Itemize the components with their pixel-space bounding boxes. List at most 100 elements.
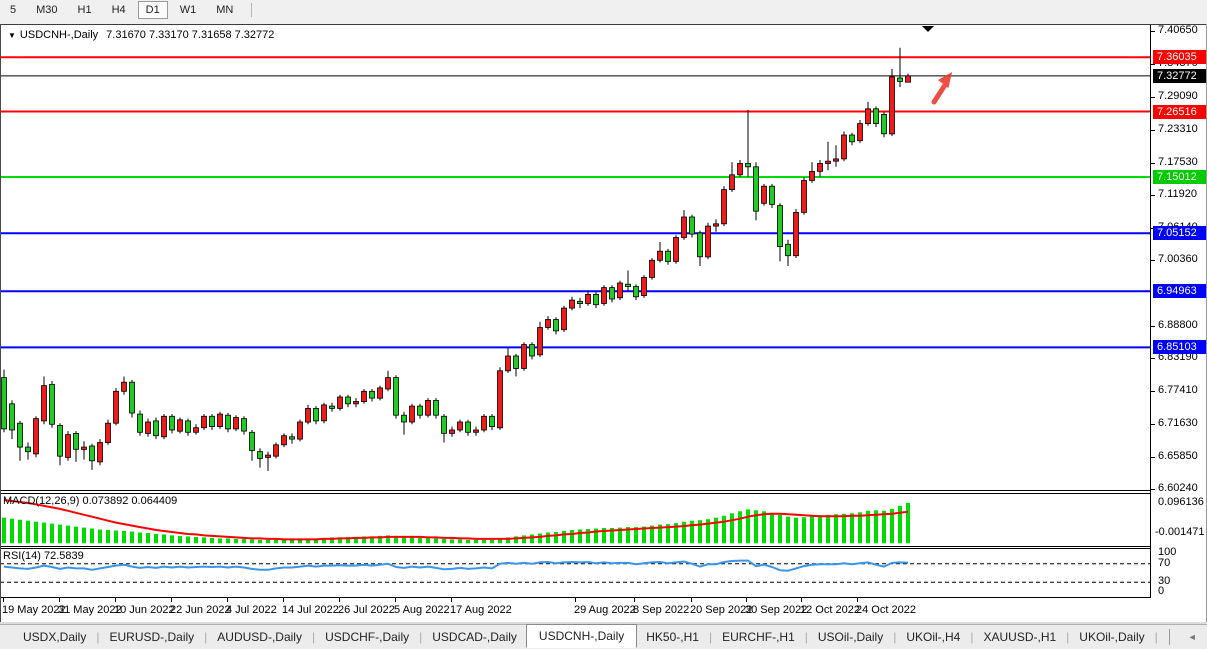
- date-tick: [575, 598, 576, 602]
- price-tick-label: 6.65850: [1158, 450, 1198, 462]
- date-label: 29 Aug 2022: [574, 604, 636, 616]
- price-tick-label: 7.17530: [1158, 156, 1198, 168]
- chart-tab-usoil-daily[interactable]: USOil-,Daily: [817, 630, 884, 644]
- price-level-badge: 6.85103: [1153, 340, 1206, 354]
- tab-scroll-left-button[interactable]: ◄: [1187, 632, 1197, 642]
- date-tick: [746, 598, 747, 602]
- timeframe-button-m30[interactable]: M30: [36, 4, 58, 16]
- date-label: 22 Jun 2022: [170, 604, 231, 616]
- date-tick: [59, 598, 60, 602]
- timeframe-toolbar: 5 M30 H1 H4 D1 W1 MN: [0, 0, 1207, 20]
- rsi-scale-label: 100: [1158, 546, 1177, 558]
- chart-tab-hk50-h1[interactable]: HK50-,H1: [646, 630, 699, 644]
- chart-tab-usdcad-daily[interactable]: USDCAD-,Daily: [432, 630, 517, 644]
- chart-symbol-label: USDCNH-,Daily: [19, 29, 99, 41]
- pane-splitter[interactable]: [0, 490, 1207, 494]
- rsi-label: RSI(14) 72.5839: [3, 550, 84, 562]
- timeframe-button-d1[interactable]: D1: [137, 1, 168, 19]
- price-level-badge: 7.05152: [1153, 226, 1206, 240]
- timeframe-button-h1[interactable]: H1: [77, 4, 92, 16]
- tab-separator: |: [1154, 630, 1158, 644]
- date-tick: [691, 598, 692, 602]
- timeframe-button-5[interactable]: 5: [10, 4, 17, 16]
- date-label: 31 May 2022: [58, 604, 122, 616]
- timeframe-button-h4[interactable]: H4: [111, 4, 126, 16]
- chart-tab-ukoil-h4[interactable]: UKOil-,H4: [906, 630, 961, 644]
- price-tick: [1151, 163, 1155, 164]
- chart-tab-usdx-daily[interactable]: USDX,Daily: [23, 630, 87, 644]
- price-tick-label: 7.29090: [1158, 90, 1198, 102]
- price-tick: [1151, 195, 1155, 196]
- price-scale[interactable]: 7.406507.348707.290907.233107.175307.119…: [1150, 24, 1207, 598]
- date-label: 12 Oct 2022: [800, 604, 860, 616]
- date-tick: [3, 598, 4, 602]
- price-tick-label: 6.60240: [1158, 482, 1198, 494]
- price-tick: [1151, 97, 1155, 98]
- rsi-indicator: [0, 559, 1150, 583]
- chart-tab-ukoil-daily[interactable]: UKOil-,Daily: [1079, 630, 1145, 644]
- date-tick: [634, 598, 635, 602]
- price-tick-label: 6.71630: [1158, 417, 1198, 429]
- price-tick-label: 7.11920: [1158, 188, 1197, 200]
- price-level-badge: 7.32772: [1153, 69, 1206, 83]
- chart-tab-audusd-daily[interactable]: AUDUSD-,Daily: [217, 630, 302, 644]
- date-label: 10 Jun 2022: [114, 604, 175, 616]
- rsi-scale-label: 70: [1158, 557, 1171, 569]
- price-tick-label: 7.23310: [1158, 123, 1198, 135]
- window-border-left: [0, 24, 1, 622]
- candlestick-chart: [0, 26, 1150, 471]
- toolbar-separator: [251, 3, 253, 17]
- timeframe-button-mn[interactable]: MN: [216, 4, 234, 16]
- date-axis[interactable]: 19 May 2022 31 May 2022 10 Jun 2022 22 Jun …: [0, 598, 1207, 622]
- price-tick: [1151, 391, 1155, 392]
- chart-window-top-border: [0, 24, 1207, 25]
- tab-strip-divider: [1168, 629, 1170, 645]
- main-chart-pane[interactable]: [0, 25, 1150, 490]
- date-label: 14 Jul 2022: [282, 604, 339, 616]
- date-label: 26 Jul 2022: [338, 604, 395, 616]
- chart-tab-bar: USDX,Daily | EURUSD-,Daily | AUDUSD-,Daily | U…: [0, 624, 1207, 649]
- price-tick: [1151, 358, 1155, 359]
- price-level-badge: 7.36035: [1153, 50, 1206, 64]
- macd-label: MACD(12,26,9) 0.073892 0.064409: [3, 495, 178, 507]
- trend-arrow-annotation[interactable]: [931, 72, 952, 105]
- chart-tab-eurusd-daily[interactable]: EURUSD-,Daily: [109, 630, 195, 644]
- pane-border: [0, 597, 1207, 598]
- chart-ohlc-values: 7.31670 7.33170 7.31658 7.32772: [106, 29, 275, 41]
- date-label: 19 May 2022: [2, 604, 66, 616]
- chart-title: ▼ USDCNH-,Daily 7.31670 7.33170 7.31658 …: [8, 29, 274, 41]
- date-label: 4 Jul 2022: [226, 604, 277, 616]
- price-level-badge: 7.15012: [1153, 170, 1206, 184]
- tab-separator: |: [1066, 630, 1070, 644]
- chart-tab-usdchf-daily[interactable]: USDCHF-,Daily: [325, 630, 410, 644]
- date-tick: [857, 598, 858, 602]
- chart-top-marker-icon: [922, 26, 934, 32]
- date-tick: [395, 598, 396, 602]
- price-tick-label: 7.00360: [1158, 253, 1198, 265]
- price-tick: [1151, 326, 1155, 327]
- tab-separator: |: [804, 630, 808, 644]
- price-tick: [1151, 64, 1155, 65]
- tab-separator: |: [893, 630, 897, 644]
- price-tick-label: 6.77410: [1158, 384, 1198, 396]
- tab-separator: |: [311, 630, 316, 644]
- chart-tab-eurchf-h1[interactable]: EURCHF-,H1: [722, 630, 795, 644]
- price-level-badge: 6.94963: [1153, 284, 1206, 298]
- price-tick: [1151, 130, 1155, 131]
- date-label: 30 Sep 2022: [745, 604, 808, 616]
- date-tick: [115, 598, 116, 602]
- tab-separator: |: [419, 630, 423, 644]
- chart-dropdown-icon[interactable]: ▼: [8, 30, 16, 40]
- macd-scale-min: -0.001471: [1155, 526, 1205, 538]
- date-tick: [339, 598, 340, 602]
- chart-tab-usdcnh-daily[interactable]: USDCNH-,Daily: [525, 624, 638, 648]
- macd-pane[interactable]: MACD(12,26,9) 0.073892 0.064409: [0, 494, 1150, 546]
- chart-tab-xauusd-h1[interactable]: XAUUSD-,H1: [983, 630, 1057, 644]
- tab-separator: |: [708, 630, 713, 644]
- timeframe-button-w1[interactable]: W1: [179, 4, 197, 16]
- rsi-line: [3, 559, 909, 572]
- price-tick: [1151, 31, 1155, 32]
- rsi-pane[interactable]: RSI(14) 72.5839: [0, 549, 1150, 597]
- pane-splitter[interactable]: [0, 546, 1207, 549]
